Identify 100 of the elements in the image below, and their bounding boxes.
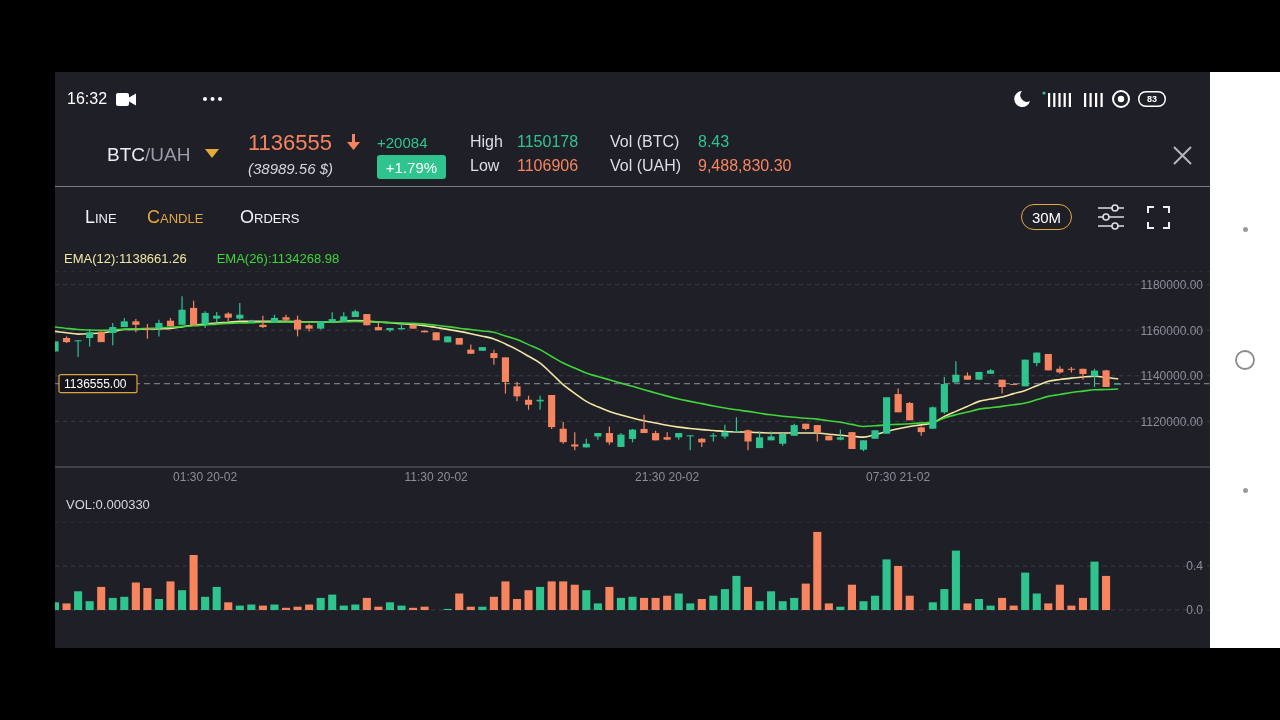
text: 16:32 <box>67 90 108 107</box>
text: Low <box>470 157 500 174</box>
text: EMA(26):1134268.98 <box>216 251 340 266</box>
text: 1106906 <box>517 157 579 174</box>
bar <box>732 575 741 610</box>
bar <box>120 596 129 610</box>
bar <box>178 590 187 610</box>
bar <box>801 583 810 610</box>
bar <box>616 597 625 610</box>
bar <box>570 584 579 610</box>
bar <box>813 531 822 610</box>
bar <box>1078 597 1087 610</box>
bar <box>605 586 614 610</box>
text: Line <box>85 207 117 227</box>
bar <box>131 582 140 610</box>
bar <box>709 595 718 610</box>
bar <box>998 597 1007 610</box>
text: 8.43 <box>698 133 730 150</box>
text: 30M <box>1031 208 1062 226</box>
bar <box>871 595 880 610</box>
bar <box>928 602 937 610</box>
text: BTC <box>107 143 145 165</box>
bar <box>582 590 591 610</box>
x-tick-label: 07:30 21-02 <box>866 469 931 484</box>
ref-line-label: 1136555.00 <box>64 376 127 391</box>
bar <box>455 593 464 610</box>
x-tick-label: 21:30 20-02 <box>635 469 700 484</box>
bar <box>974 599 984 610</box>
candlestick <box>571 431 579 451</box>
bar <box>85 601 94 610</box>
bar <box>489 596 498 610</box>
bar <box>512 599 522 610</box>
bar <box>940 589 949 610</box>
bar <box>674 593 683 610</box>
candlestick <box>293 315 302 338</box>
bar <box>108 597 117 610</box>
bar <box>963 603 972 610</box>
bar <box>593 603 602 610</box>
bar <box>905 595 914 610</box>
bar <box>166 581 175 610</box>
text: Orders <box>240 207 300 227</box>
candlestick <box>109 322 117 346</box>
bar <box>97 586 106 610</box>
bar <box>859 601 868 610</box>
candlestick <box>190 300 198 326</box>
bar <box>790 597 799 610</box>
bar <box>720 589 729 610</box>
bar <box>524 590 533 610</box>
bar <box>270 604 279 610</box>
bar <box>362 597 371 610</box>
bar <box>247 604 256 610</box>
bar <box>1021 572 1030 610</box>
bar <box>154 599 163 610</box>
y-tick-label: 1160000.00 <box>1140 323 1204 338</box>
bar <box>212 586 221 610</box>
candlestick <box>767 430 775 441</box>
bar <box>224 602 233 610</box>
text: (38989.56 $) <box>248 159 334 177</box>
bar <box>189 555 198 610</box>
bar <box>640 597 649 610</box>
bar <box>74 591 83 610</box>
y-tick-label: 1120000.00 <box>1140 414 1204 429</box>
bar <box>385 602 394 610</box>
text: Vol (BTC) <box>610 133 680 150</box>
bar <box>559 581 568 610</box>
bar <box>882 559 891 610</box>
candlestick <box>559 421 567 445</box>
bar <box>951 550 960 610</box>
text: 1136555 <box>248 130 333 155</box>
y-tick-label: 1180000.00 <box>1140 277 1204 292</box>
text: High <box>470 133 503 150</box>
bar <box>305 604 314 610</box>
bar <box>651 597 660 610</box>
candlestick <box>721 424 729 440</box>
text: EMA(12):1138661.26 <box>64 251 187 266</box>
x-tick-label: 11:30 20-02 <box>404 469 469 484</box>
bar <box>767 591 776 610</box>
bar <box>697 599 706 610</box>
bar <box>686 603 695 610</box>
y-tick-label: 0.0 <box>1186 603 1204 618</box>
text: 1150178 <box>517 133 579 150</box>
text: 9,488,830.30 <box>698 157 792 174</box>
bar <box>778 601 787 610</box>
text: /UAH <box>145 143 191 165</box>
bar <box>1044 603 1053 610</box>
text: +20084 <box>377 133 428 151</box>
text: +1.79% <box>385 158 438 176</box>
bar <box>328 594 337 610</box>
bar <box>351 604 360 610</box>
bar <box>397 605 406 610</box>
bar <box>1055 584 1064 610</box>
bar <box>143 588 152 610</box>
y-tick-label: 0.4 <box>1186 559 1204 574</box>
bar <box>628 596 637 610</box>
y-tick-label: 1140000.00 <box>1140 369 1204 384</box>
bar <box>547 581 556 610</box>
bar <box>755 601 764 610</box>
bar <box>316 597 325 610</box>
bar <box>1032 593 1041 610</box>
text: 83 <box>1146 93 1158 104</box>
